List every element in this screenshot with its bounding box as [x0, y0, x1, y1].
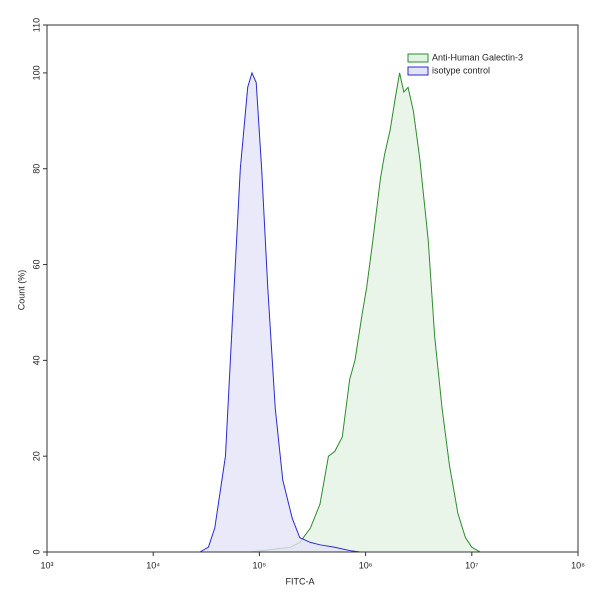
legend-label: Anti-Human Galectin-3 — [432, 52, 523, 62]
y-tick-label: 100 — [31, 65, 41, 80]
histogram-area — [197, 71, 361, 553]
x-tick-label: 10⁸ — [571, 560, 585, 570]
y-tick-label: 110 — [31, 18, 41, 32]
legend-swatch — [407, 53, 429, 63]
histogram-area — [249, 72, 483, 553]
x-tick-label: 10⁶ — [359, 560, 373, 570]
y-tick-label: 40 — [31, 355, 41, 365]
plot-frame — [46, 24, 579, 553]
y-axis-label: Count (%) — [16, 270, 26, 311]
x-tick-label: 10⁴ — [146, 560, 160, 570]
legend-label: isotype control — [432, 65, 490, 75]
x-tick-label: 10⁷ — [465, 560, 478, 570]
x-axis-label: FITC-A — [286, 576, 315, 586]
legend-swatch — [407, 66, 429, 76]
y-tick-label: 80 — [31, 164, 41, 174]
x-tick-label: 10⁵ — [253, 560, 267, 570]
y-tick-label: 60 — [31, 260, 41, 270]
y-tick-label: 20 — [31, 451, 41, 461]
x-tick-label: 10³ — [40, 560, 53, 570]
y-tick-label: 0 — [31, 549, 41, 554]
